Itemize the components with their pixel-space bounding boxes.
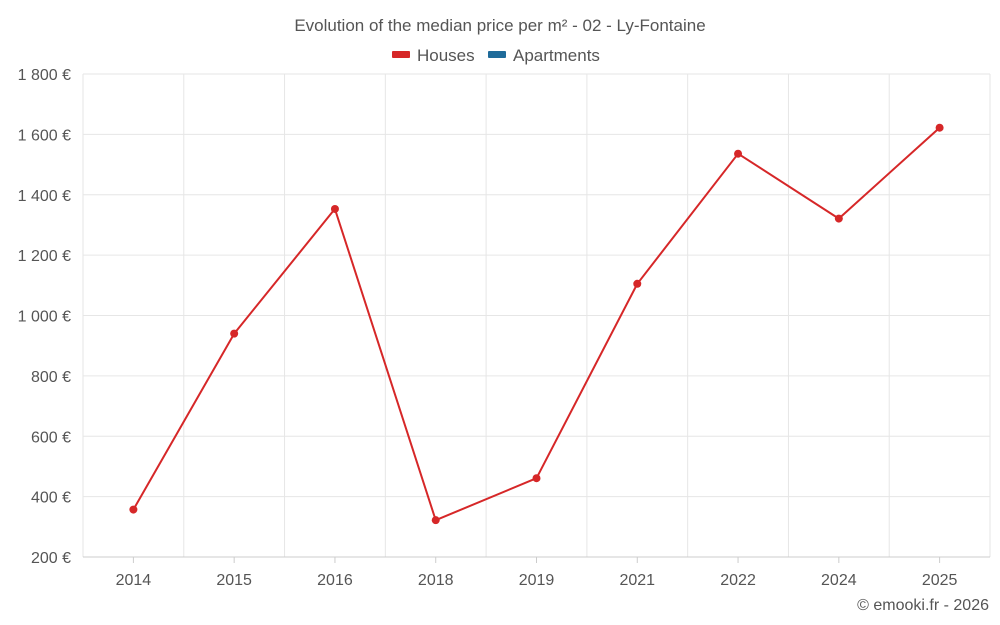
legend-item-apartments[interactable]: Apartments xyxy=(488,46,600,65)
data-point-houses[interactable] xyxy=(129,505,138,514)
x-tick-label: 2014 xyxy=(116,572,152,589)
y-tick-label: 800 € xyxy=(31,369,71,386)
y-tick-label: 600 € xyxy=(31,429,71,446)
y-tick-label: 200 € xyxy=(31,550,71,567)
data-point-houses[interactable] xyxy=(230,329,239,338)
y-tick-label: 1 400 € xyxy=(18,188,71,205)
y-tick-label: 400 € xyxy=(31,490,71,507)
y-axis: 200 € 400 € 600 € 800 € 1 000 € 1 200 € 1 400 … xyxy=(18,67,71,567)
legend: Houses Apartments xyxy=(392,46,600,65)
data-point-houses[interactable] xyxy=(431,516,440,525)
x-tick-label: 2021 xyxy=(619,572,655,589)
x-tick-label: 2019 xyxy=(519,572,555,589)
data-point-houses[interactable] xyxy=(734,149,743,158)
x-tick-label: 2015 xyxy=(216,572,252,589)
x-tick-label: 2024 xyxy=(821,572,857,589)
y-tick-label: 1 800 € xyxy=(18,67,71,84)
y-tick-label: 1 000 € xyxy=(18,309,71,326)
x-tick-label: 2025 xyxy=(922,572,958,589)
x-tick-label: 2022 xyxy=(720,572,756,589)
credit: © emooki.fr - 2026 xyxy=(857,597,989,614)
plot-area xyxy=(129,123,944,525)
data-point-houses[interactable] xyxy=(834,214,843,223)
x-axis: 2014 2015 2016 2018 2019 2021 2022 2024 2025 xyxy=(83,556,990,589)
x-tick-label: 2016 xyxy=(317,572,353,589)
legend-swatch-apartments xyxy=(488,51,506,58)
data-point-houses[interactable] xyxy=(633,279,642,288)
legend-label-houses: Houses xyxy=(417,46,475,65)
legend-label-apartments: Apartments xyxy=(513,46,600,65)
legend-swatch-houses xyxy=(392,51,410,58)
y-tick-label: 1 600 € xyxy=(18,127,71,144)
x-tick-label: 2018 xyxy=(418,572,454,589)
chart-title: Evolution of the median price per m² - 0… xyxy=(294,16,705,35)
legend-item-houses[interactable]: Houses xyxy=(392,46,475,65)
data-point-houses[interactable] xyxy=(532,474,541,483)
y-tick-label: 1 200 € xyxy=(18,248,71,265)
grid xyxy=(82,73,991,558)
data-point-houses[interactable] xyxy=(935,123,944,132)
data-point-houses[interactable] xyxy=(330,204,339,213)
series-line-houses xyxy=(132,126,941,522)
